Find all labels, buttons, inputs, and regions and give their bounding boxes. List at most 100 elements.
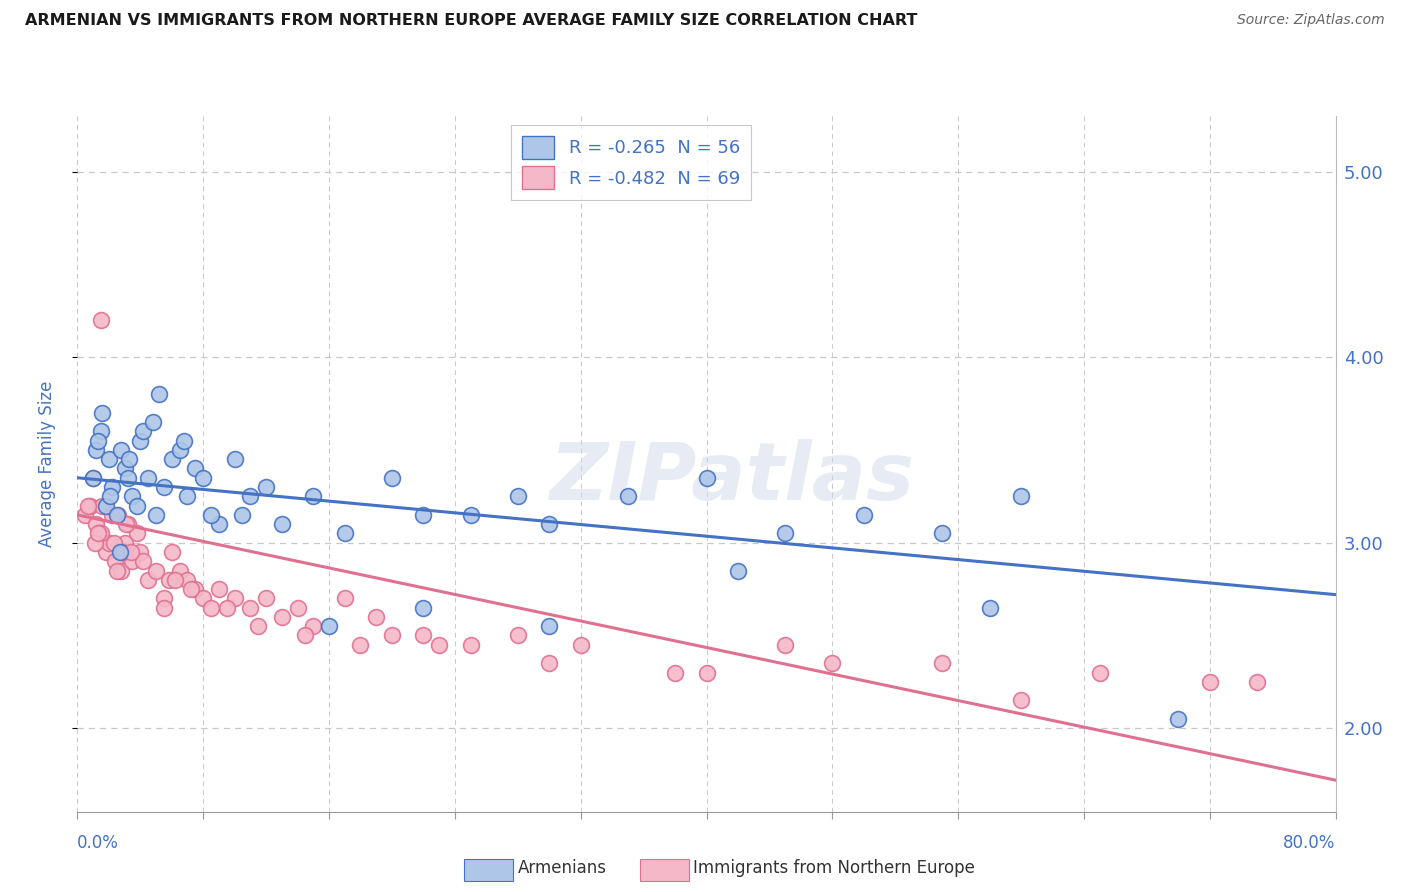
Text: 80.0%: 80.0% [1284, 834, 1336, 852]
Point [302, 619, 325, 633]
Point [75, 508, 97, 522]
Point [145, 508, 167, 522]
Point [270, 517, 292, 532]
Point [90, 526, 112, 541]
Point [104, 554, 127, 568]
Point [412, 508, 434, 522]
Point [1167, 712, 1189, 726]
Point [224, 452, 246, 467]
Text: Armenians: Armenians [517, 859, 606, 877]
Point [427, 638, 450, 652]
Point [773, 638, 796, 652]
Point [117, 471, 139, 485]
Point [460, 638, 482, 652]
Point [87, 434, 110, 448]
Text: Source: ZipAtlas.com: Source: ZipAtlas.com [1237, 13, 1385, 28]
Point [136, 471, 159, 485]
Point [460, 508, 482, 522]
Point [107, 508, 129, 522]
Point [200, 508, 222, 522]
Point [97, 535, 120, 549]
Point [132, 554, 155, 568]
Point [412, 628, 434, 642]
Point [114, 461, 136, 475]
Point [145, 564, 167, 578]
Text: Immigrants from Northern Europe: Immigrants from Northern Europe [693, 859, 974, 877]
Point [200, 600, 222, 615]
Point [153, 480, 176, 494]
Point [1246, 674, 1268, 689]
Point [569, 638, 592, 652]
Point [821, 657, 844, 671]
Text: 0.0%: 0.0% [77, 834, 120, 852]
Point [115, 517, 138, 532]
Point [176, 489, 198, 503]
Point [381, 628, 404, 642]
Point [101, 508, 124, 522]
Point [287, 600, 309, 615]
Point [1010, 489, 1032, 503]
Point [412, 600, 434, 615]
Point [79, 499, 101, 513]
Point [136, 573, 159, 587]
Point [1088, 665, 1111, 680]
Point [110, 564, 132, 578]
Point [239, 600, 262, 615]
Text: ARMENIAN VS IMMIGRANTS FROM NORTHERN EUROPE AVERAGE FAMILY SIZE CORRELATION CHAR: ARMENIAN VS IMMIGRANTS FROM NORTHERN EUR… [25, 13, 918, 29]
Point [129, 545, 152, 559]
Point [617, 489, 640, 503]
Point [129, 434, 152, 448]
Point [239, 489, 262, 503]
Point [87, 526, 110, 541]
Point [349, 638, 371, 652]
Point [254, 591, 277, 606]
Point [97, 452, 120, 467]
Point [153, 591, 176, 606]
Point [82, 471, 104, 485]
Point [333, 526, 356, 541]
Point [169, 564, 191, 578]
Point [160, 452, 183, 467]
Point [120, 545, 142, 559]
Point [664, 665, 686, 680]
Point [208, 582, 231, 596]
Point [173, 434, 195, 448]
Point [118, 452, 141, 467]
Point [94, 499, 117, 513]
Point [90, 425, 112, 439]
Point [979, 600, 1001, 615]
Point [111, 545, 134, 559]
Point [117, 517, 139, 532]
Point [77, 499, 100, 513]
Legend: R = -0.265  N = 56, R = -0.482  N = 69: R = -0.265 N = 56, R = -0.482 N = 69 [512, 125, 751, 201]
Point [84, 517, 107, 532]
Point [727, 564, 749, 578]
Point [538, 657, 561, 671]
Point [121, 489, 143, 503]
Point [931, 657, 953, 671]
Point [101, 480, 124, 494]
Point [148, 387, 170, 401]
Point [191, 471, 215, 485]
Point [1199, 674, 1222, 689]
Point [366, 610, 388, 624]
Point [176, 573, 198, 587]
Point [110, 442, 132, 457]
Point [506, 489, 529, 503]
Y-axis label: Average Family Size: Average Family Size [38, 381, 56, 547]
Point [180, 582, 202, 596]
Point [157, 573, 180, 587]
Point [91, 406, 114, 420]
Point [538, 517, 561, 532]
Point [83, 535, 105, 549]
Point [127, 499, 149, 513]
Point [121, 554, 143, 568]
Point [132, 425, 155, 439]
Point [302, 489, 325, 503]
Point [931, 526, 953, 541]
Point [184, 582, 207, 596]
Point [208, 517, 231, 532]
Point [184, 461, 207, 475]
Point [105, 508, 128, 522]
Point [224, 591, 246, 606]
